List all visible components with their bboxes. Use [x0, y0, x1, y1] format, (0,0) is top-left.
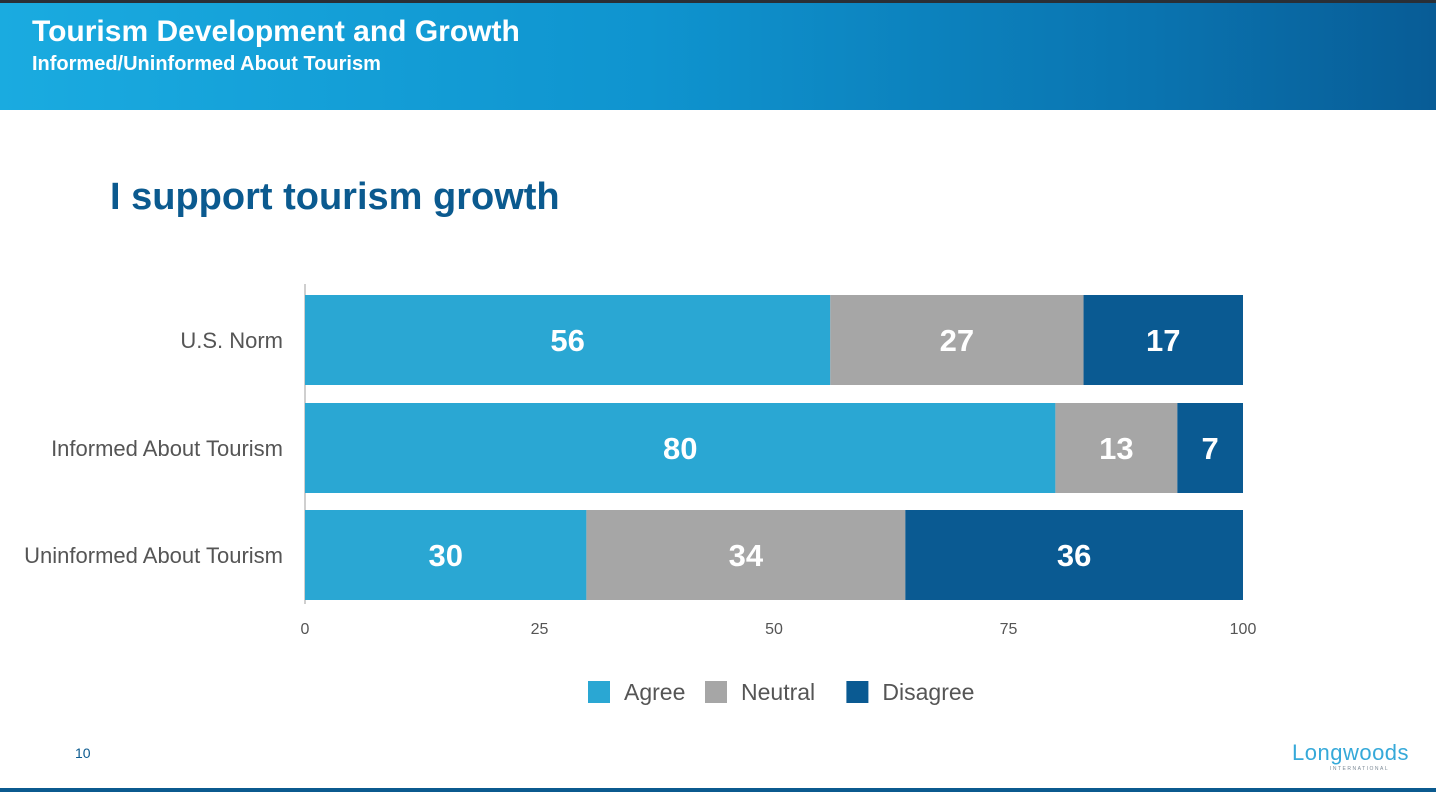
data-label-disagree-uninformed-about-tourism: 36: [1057, 538, 1091, 573]
data-label-neutral-u-s-norm: 27: [940, 323, 974, 358]
bar-agree-informed-about-tourism: [305, 403, 1056, 493]
bottom-border: [0, 788, 1436, 792]
x-tick-label-75: 75: [1000, 621, 1018, 638]
legend-swatch-disagree: [846, 681, 869, 703]
legend-label-agree: Agree: [624, 679, 685, 705]
header-banner: Tourism Development and Growth Informed/…: [0, 3, 1436, 110]
bar-neutral-informed-about-tourism: [1055, 403, 1178, 493]
category-label-uninformed-about-tourism: Uninformed About Tourism: [24, 543, 283, 568]
longwoods-logo: Longwoods INTERNATIONAL: [1292, 740, 1410, 774]
x-tick-label-25: 25: [531, 621, 549, 638]
header-subtitle: Informed/Uninformed About Tourism: [32, 53, 381, 75]
x-tick-label-0: 0: [301, 621, 310, 638]
bar-disagree-u-s-norm: [1083, 295, 1243, 385]
category-label-u-s-norm: U.S. Norm: [180, 328, 283, 353]
bar-agree-uninformed-about-tourism: [305, 510, 587, 600]
bar-disagree-uninformed-about-tourism: [905, 510, 1243, 600]
data-label-disagree-informed-about-tourism: 7: [1202, 431, 1219, 466]
legend-swatch-neutral: [705, 681, 727, 703]
data-label-agree-uninformed-about-tourism: 30: [428, 538, 462, 573]
data-label-neutral-informed-about-tourism: 13: [1099, 431, 1133, 466]
stacked-bar-chart: U.S. Norm 56 27 17 Informed About Tourism 80 1…: [24, 284, 1257, 705]
top-border: [0, 0, 1436, 3]
x-tick-label-100: 100: [1230, 621, 1257, 638]
logo-wordmark: Longwoods: [1292, 740, 1410, 765]
page-number: 10: [75, 745, 91, 761]
bar-neutral-uninformed-about-tourism: [586, 510, 906, 600]
category-label-informed-about-tourism: Informed About Tourism: [51, 436, 283, 461]
legend-label-neutral: Neutral: [741, 679, 815, 705]
legend-label-disagree: Disagree: [882, 679, 974, 705]
logo-tagline: INTERNATIONAL: [1330, 766, 1390, 772]
bar-neutral-u-s-norm: [830, 295, 1084, 385]
header-title: Tourism Development and Growth: [32, 15, 520, 48]
legend-swatch-agree: [588, 681, 610, 703]
data-label-disagree-u-s-norm: 17: [1146, 323, 1180, 358]
x-tick-label-50: 50: [765, 621, 783, 638]
data-label-neutral-uninformed-about-tourism: 34: [729, 538, 764, 573]
bar-disagree-informed-about-tourism: [1177, 403, 1243, 493]
data-label-agree-informed-about-tourism: 80: [663, 431, 697, 466]
data-label-agree-u-s-norm: 56: [550, 323, 584, 358]
bar-agree-u-s-norm: [305, 295, 831, 385]
slide-title: I support tourism growth: [110, 176, 560, 218]
